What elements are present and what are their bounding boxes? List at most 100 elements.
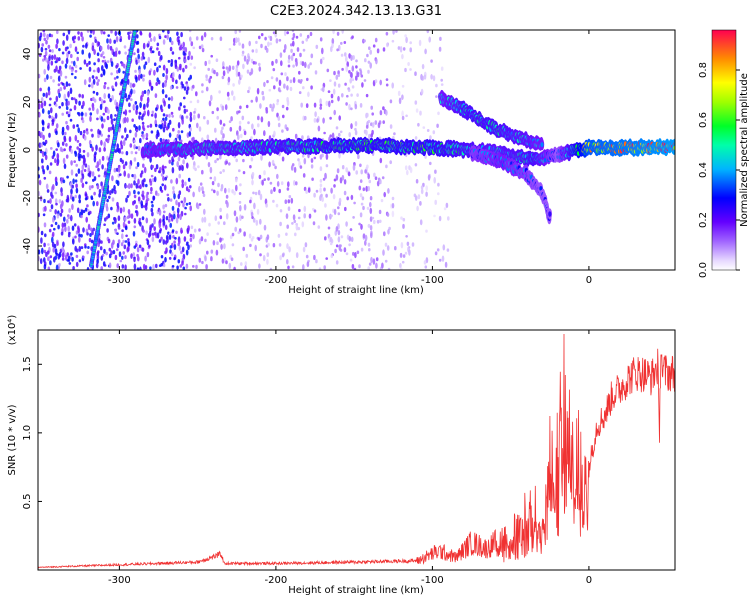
noise-speck [227,188,231,193]
noise-speck [49,97,52,101]
noise-speck [348,243,351,247]
noise-speck [423,74,427,80]
noise-speck [241,215,244,219]
noise-speck [86,204,89,208]
noise-speck [178,239,181,244]
noise-speck [78,112,81,117]
noise-speck [107,93,111,99]
noise-speck [210,94,213,102]
noise-speck [382,249,385,256]
noise-speck [185,89,189,95]
noise-speck [372,44,376,48]
noise-speck [251,172,255,177]
noise-speck [123,45,127,49]
noise-speck [84,245,87,249]
noise-speck [64,75,68,79]
noise-speck [79,130,83,136]
noise-speck [317,125,321,132]
noise-speck [78,100,81,106]
noise-speck [82,149,86,153]
noise-speck [110,118,114,125]
noise-speck [355,75,358,81]
noise-speck [376,48,380,54]
noise-speck [53,54,57,60]
noise-speck [168,234,172,240]
noise-speck [359,193,363,198]
noise-speck [401,84,405,88]
noise-speck [51,194,54,199]
noise-speck [268,88,272,92]
noise-speck [63,163,67,170]
noise-speck [181,165,184,172]
noise-speck [97,133,100,139]
noise-speck [180,250,183,255]
noise-speck [232,83,235,87]
noise-speck [90,197,94,201]
noise-speck [184,181,187,186]
noise-speck [148,70,152,76]
noise-speck [49,162,53,166]
noise-speck [180,130,184,134]
noise-speck [76,56,79,62]
noise-speck [288,195,292,199]
noise-speck [159,137,163,143]
noise-speck [91,133,94,138]
noise-speck [368,133,371,140]
noise-speck [219,119,223,125]
noise-speck [151,204,154,208]
noise-speck [362,233,366,239]
noise-speck [339,130,343,134]
noise-speck [313,118,317,123]
noise-speck [265,47,269,53]
noise-speck [307,64,311,69]
noise-speck [127,173,130,179]
noise-speck [214,137,218,144]
noise-speck [195,36,199,41]
noise-speck [340,53,344,57]
noise-speck [226,201,229,208]
noise-speck [164,35,167,39]
noise-speck [70,214,73,222]
noise-speck [311,177,314,181]
noise-speck [292,32,296,39]
noise-speck [170,179,173,184]
noise-speck [290,165,294,171]
noise-speck [420,185,424,190]
noise-speck [376,180,380,187]
noise-speck [93,156,97,163]
noise-speck [333,109,337,116]
noise-speck [437,111,440,116]
noise-speck [204,238,207,243]
noise-speck [75,163,78,167]
noise-speck [305,189,308,194]
noise-speck [65,34,69,41]
noise-speck [425,191,428,197]
noise-speck [302,173,306,178]
noise-speck [258,62,261,67]
noise-speck [118,251,122,258]
noise-speck [106,228,109,233]
noise-speck [272,243,276,248]
noise-speck [332,194,336,200]
noise-speck [269,42,273,46]
noise-speck [205,264,208,270]
noise-speck [48,228,52,233]
noise-speck [249,165,252,169]
noise-speck [126,195,130,198]
noise-speck [173,243,177,250]
noise-speck [160,189,164,193]
noise-speck [420,88,424,95]
noise-speck [228,65,232,72]
noise-speck [309,31,313,37]
noise-speck [142,106,146,110]
noise-speck [88,172,92,178]
noise-speck [286,243,289,250]
noise-speck [103,174,106,178]
noise-speck [147,233,151,238]
noise-speck [353,267,357,270]
noise-speck [219,171,222,175]
noise-speck [312,221,316,226]
noise-speck [106,198,109,203]
noise-speck [350,194,354,201]
noise-speck [255,40,258,45]
